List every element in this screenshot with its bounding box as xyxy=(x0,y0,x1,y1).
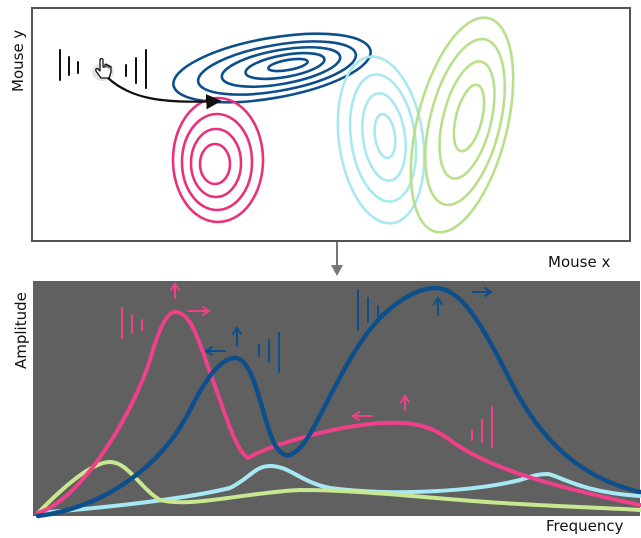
magenta-motion-marks xyxy=(121,282,493,448)
dark-blue-spectrum-curve xyxy=(35,285,641,519)
cursor-path-arrow xyxy=(107,77,222,110)
amplitude-axis-label: Amplitude xyxy=(12,292,30,369)
mouse-y-axis-label: Mouse y xyxy=(9,29,27,92)
cursor-vibration-marks xyxy=(59,49,147,89)
hand-pointer-icon xyxy=(92,57,114,81)
dark-blue-ellipse-group xyxy=(172,32,372,104)
mouse-x-axis-label: Mouse x xyxy=(548,253,611,271)
cyan-spectrum-curve xyxy=(36,463,641,515)
frequency-axis-label: Frequency xyxy=(546,517,624,535)
mouse-space-panel xyxy=(31,7,631,242)
dark-blue-motion-marks xyxy=(204,287,493,373)
green-spectrum-curve xyxy=(36,459,641,515)
magenta-spectrum-curve xyxy=(36,309,641,515)
green-ellipse-group xyxy=(409,16,515,234)
spectrum-panel xyxy=(33,281,640,516)
arrow-down-icon xyxy=(331,242,343,276)
